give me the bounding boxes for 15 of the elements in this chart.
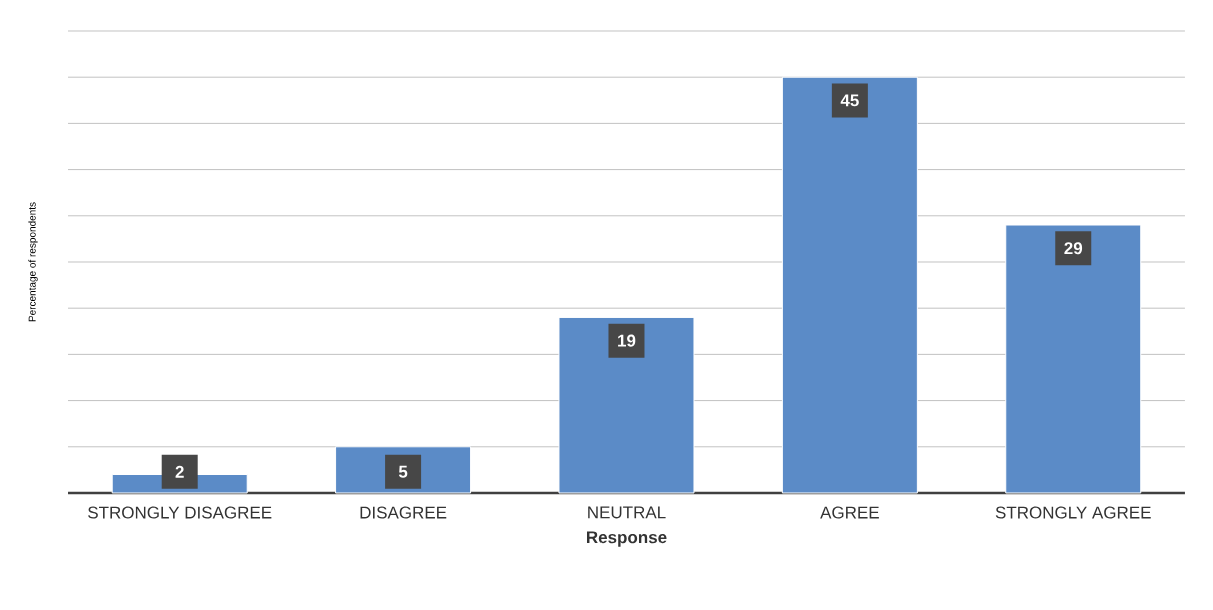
x-tick-label: DISAGREE [360, 506, 447, 519]
data-label: 2 [175, 465, 184, 478]
x-tick-label: STRONGLY AGREE [995, 506, 1151, 519]
data-label: 45 [840, 94, 859, 107]
bar [1005, 224, 1142, 494]
x-tick-label: AGREE [820, 506, 879, 519]
bar [781, 76, 918, 494]
y-axis-title: Percentage of respondents [28, 202, 38, 322]
x-axis-title: Response [587, 531, 667, 547]
data-label: 29 [1064, 242, 1083, 255]
x-tick-label: STRONGLY DISAGREE [88, 506, 272, 519]
data-label: 5 [398, 465, 408, 478]
x-tick-label: NEUTRAL [588, 506, 666, 519]
bar [558, 316, 695, 494]
data-label: 19 [618, 334, 636, 347]
